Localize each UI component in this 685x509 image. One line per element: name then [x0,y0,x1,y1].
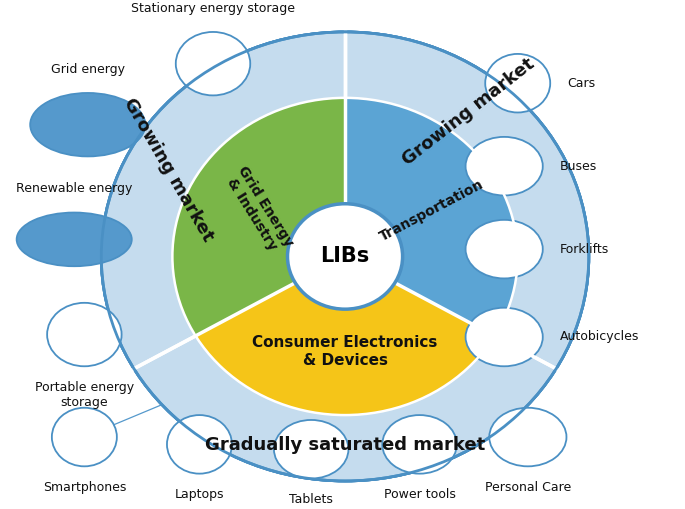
Polygon shape [195,257,495,415]
Ellipse shape [382,415,457,474]
Text: Buses: Buses [560,160,597,173]
Ellipse shape [176,32,250,95]
Text: Cars: Cars [567,77,595,90]
Text: Transportation: Transportation [377,177,486,244]
Text: Gradually saturated market: Gradually saturated market [205,436,485,454]
Polygon shape [173,98,345,336]
Text: Power tools: Power tools [384,488,456,501]
Ellipse shape [489,408,566,466]
Text: Consumer Electronics
& Devices: Consumer Electronics & Devices [252,335,438,368]
Text: Stationary energy storage: Stationary energy storage [131,2,295,15]
Text: Autobicycles: Autobicycles [560,330,639,344]
Ellipse shape [288,204,403,309]
Ellipse shape [47,303,122,366]
Text: Personal Care: Personal Care [485,481,571,494]
Text: Forklifts: Forklifts [560,243,609,256]
Text: Growing market: Growing market [120,95,217,245]
Text: Portable energy
storage: Portable energy storage [35,381,134,409]
Text: Renewable energy: Renewable energy [16,182,132,195]
Text: Grid Energy
& Industry: Grid Energy & Industry [221,163,295,258]
Polygon shape [134,336,556,481]
Polygon shape [173,98,345,336]
Ellipse shape [30,93,145,156]
Text: Tablets: Tablets [289,493,333,506]
Text: Laptops: Laptops [175,488,224,501]
Ellipse shape [274,420,349,478]
Ellipse shape [101,32,589,481]
Polygon shape [345,98,518,336]
Ellipse shape [101,32,589,481]
Ellipse shape [466,220,543,278]
Ellipse shape [167,415,232,474]
Polygon shape [101,32,345,369]
Text: Grid energy: Grid energy [51,63,125,76]
Polygon shape [195,257,495,415]
Polygon shape [345,32,589,369]
Ellipse shape [466,308,543,366]
Text: Growing market: Growing market [399,54,538,168]
Text: Smartphones: Smartphones [42,481,126,494]
Ellipse shape [466,137,543,195]
Ellipse shape [52,408,117,466]
Text: LIBs: LIBs [321,246,370,266]
Ellipse shape [485,54,550,112]
Polygon shape [345,98,518,336]
Ellipse shape [16,213,132,266]
